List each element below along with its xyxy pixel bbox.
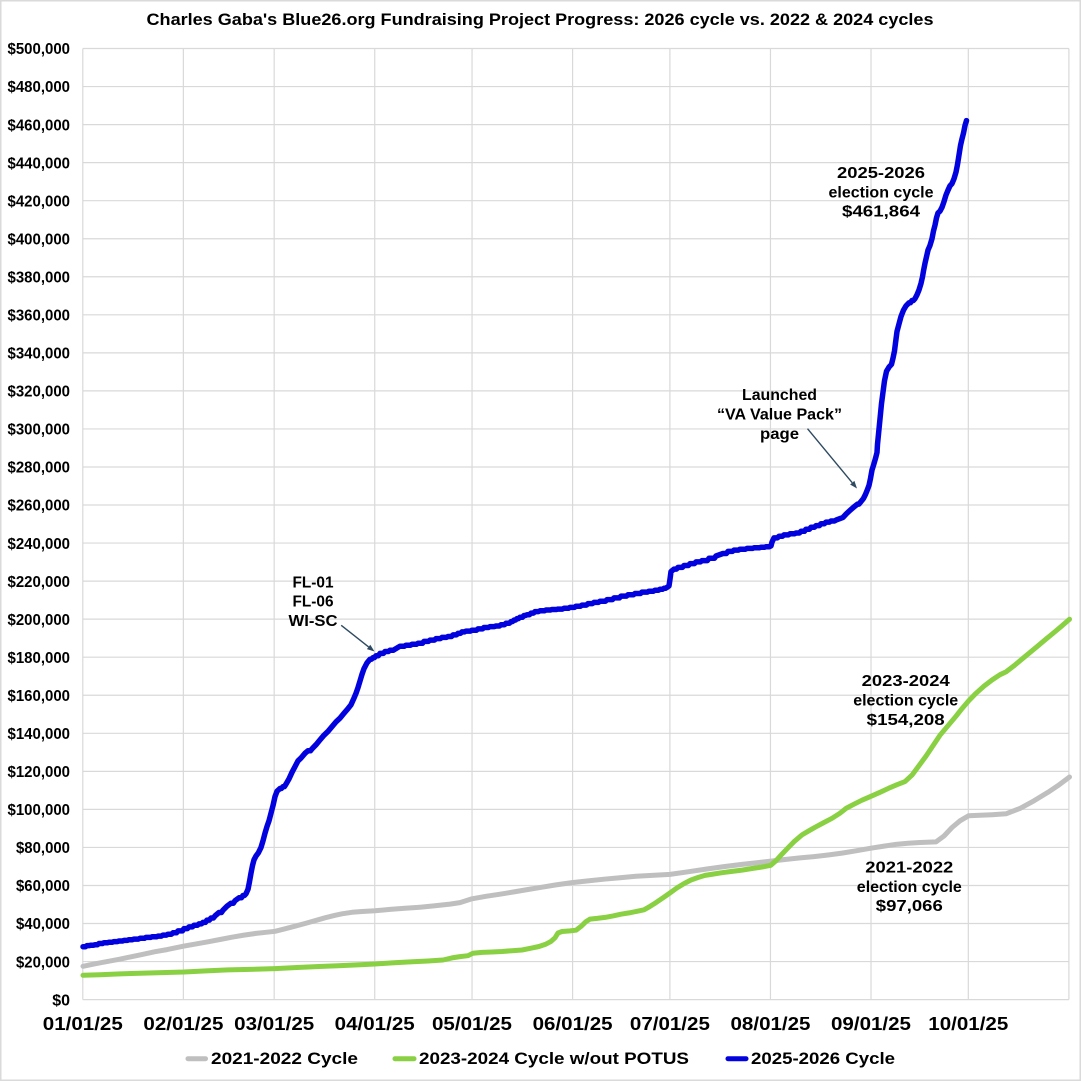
svg-text:$461,864: $461,864: [842, 204, 920, 221]
svg-text:$320,000: $320,000: [8, 384, 71, 401]
svg-text:election cycle: election cycle: [853, 693, 958, 710]
svg-text:$80,000: $80,000: [16, 840, 70, 857]
svg-text:2025-2026: 2025-2026: [837, 165, 925, 182]
svg-text:02/01/25: 02/01/25: [143, 1014, 223, 1034]
svg-text:06/01/25: 06/01/25: [533, 1014, 613, 1034]
svg-text:$240,000: $240,000: [8, 536, 71, 553]
svg-text:05/01/25: 05/01/25: [432, 1014, 512, 1034]
svg-text:$20,000: $20,000: [16, 954, 70, 971]
svg-text:07/01/25: 07/01/25: [630, 1014, 710, 1034]
svg-text:2025-2026 Cycle: 2025-2026 Cycle: [751, 1049, 895, 1068]
svg-text:$280,000: $280,000: [8, 460, 71, 477]
svg-text:$140,000: $140,000: [8, 726, 71, 743]
svg-text:$460,000: $460,000: [8, 117, 71, 134]
svg-text:$200,000: $200,000: [8, 612, 71, 629]
svg-text:08/01/25: 08/01/25: [731, 1014, 811, 1034]
svg-text:$260,000: $260,000: [8, 498, 71, 515]
svg-text:election cycle: election cycle: [829, 184, 934, 201]
svg-text:$0: $0: [52, 992, 70, 1009]
svg-text:2021-2022: 2021-2022: [865, 859, 953, 876]
svg-text:$440,000: $440,000: [8, 155, 71, 172]
svg-text:$400,000: $400,000: [8, 231, 71, 248]
svg-text:FL-01: FL-01: [293, 574, 334, 591]
svg-text:$60,000: $60,000: [16, 878, 70, 895]
svg-text:FL-06: FL-06: [293, 594, 334, 611]
svg-text:Launched: Launched: [742, 387, 817, 404]
svg-text:$380,000: $380,000: [8, 270, 71, 287]
svg-text:2021-2022 Cycle: 2021-2022 Cycle: [211, 1049, 358, 1068]
svg-text:$360,000: $360,000: [8, 308, 71, 325]
svg-text:“VA Value Pack”: “VA Value Pack”: [717, 407, 842, 424]
svg-text:$154,208: $154,208: [867, 712, 945, 729]
svg-text:$300,000: $300,000: [8, 422, 71, 439]
svg-text:$120,000: $120,000: [8, 764, 71, 781]
svg-text:WI-SC: WI-SC: [289, 613, 338, 630]
svg-text:$500,000: $500,000: [8, 41, 71, 58]
svg-text:03/01/25: 03/01/25: [234, 1014, 314, 1034]
svg-text:2023-2024 Cycle w/out POTUS: 2023-2024 Cycle w/out POTUS: [419, 1049, 689, 1068]
svg-text:09/01/25: 09/01/25: [831, 1014, 911, 1034]
svg-text:04/01/25: 04/01/25: [335, 1014, 415, 1034]
svg-text:$97,066: $97,066: [876, 898, 943, 915]
svg-text:10/01/25: 10/01/25: [928, 1014, 1008, 1034]
svg-text:$100,000: $100,000: [8, 802, 71, 819]
svg-text:01/01/25: 01/01/25: [43, 1014, 123, 1034]
svg-text:$180,000: $180,000: [8, 650, 71, 667]
svg-text:$340,000: $340,000: [8, 346, 71, 363]
svg-text:Charles Gaba's Blue26.org Fund: Charles Gaba's Blue26.org Fundraising Pr…: [147, 11, 934, 29]
svg-text:$420,000: $420,000: [8, 193, 71, 210]
svg-text:$40,000: $40,000: [16, 916, 70, 933]
svg-text:$220,000: $220,000: [8, 574, 71, 591]
svg-text:$480,000: $480,000: [8, 79, 71, 96]
svg-text:election cycle: election cycle: [857, 879, 962, 896]
svg-text:2023-2024: 2023-2024: [862, 673, 950, 690]
svg-text:page: page: [760, 426, 799, 443]
svg-text:$160,000: $160,000: [8, 688, 71, 705]
